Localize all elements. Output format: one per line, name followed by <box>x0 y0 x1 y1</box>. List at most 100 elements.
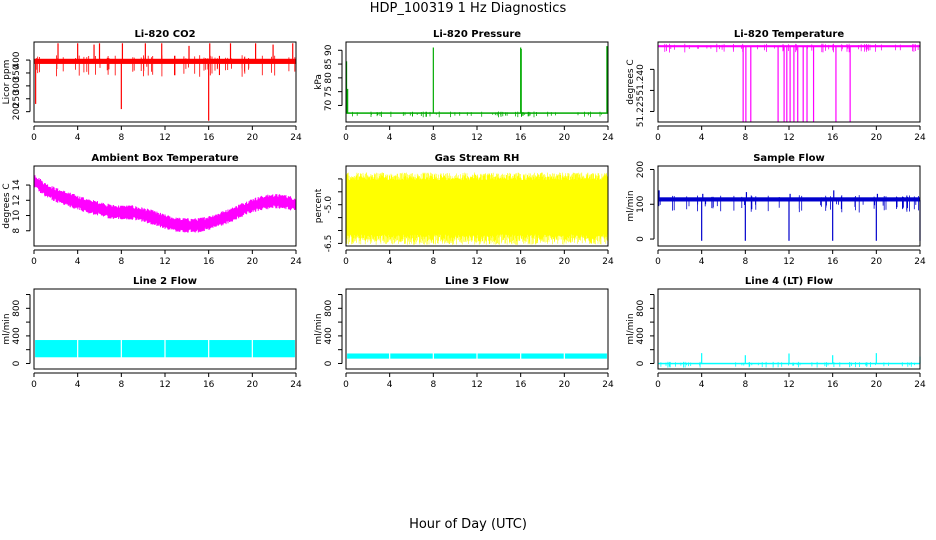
x-tick-label: 20 <box>559 380 571 390</box>
x-tick-label: 4 <box>387 133 393 143</box>
x-tick-label: 24 <box>602 380 614 390</box>
x-axis: 0 4 8 12 16 20 24 <box>343 249 614 267</box>
x-tick-label: 20 <box>559 133 571 143</box>
x-tick-label: 16 <box>515 133 527 143</box>
chart-title: Li-820 Temperature <box>734 29 844 40</box>
data-baseline <box>658 45 920 48</box>
y-tick-label: -5.0 <box>324 196 334 214</box>
x-tick-label: 16 <box>203 380 215 390</box>
x-axis: 0 4 8 12 16 20 24 <box>343 125 614 143</box>
x-tick-label: 0 <box>31 257 37 267</box>
x-tick-label: 16 <box>515 380 527 390</box>
x-tick-label: 20 <box>247 133 259 143</box>
chart-data-series <box>658 353 921 368</box>
y-tick-label: 0 <box>636 360 646 366</box>
x-axis: 0 4 8 12 16 20 24 <box>343 372 614 390</box>
y-tick-label: 200 <box>12 103 22 120</box>
y-tick-label: 400 <box>12 51 22 68</box>
chart-data-series <box>658 43 920 122</box>
y-tick-label: 70 <box>324 99 334 111</box>
y-axis-label: Licor ppm <box>2 60 12 105</box>
chart-data-series <box>34 43 296 121</box>
chart-data-series <box>345 46 608 118</box>
y-tick-label: 350 <box>12 64 22 81</box>
chart-title: Gas Stream RH <box>435 153 520 164</box>
x-tick-label: 4 <box>75 133 81 143</box>
y-tick-label: 0 <box>636 236 646 242</box>
data-noise <box>352 111 602 118</box>
x-tick-label: 4 <box>699 380 705 390</box>
x-tick-label: 12 <box>159 380 170 390</box>
y-tick-label: 90 <box>324 44 334 56</box>
y-tick-label: 300 <box>12 77 22 94</box>
data-noise <box>658 195 921 213</box>
y-tick-label: 800 <box>324 299 334 316</box>
x-tick-label: 12 <box>471 380 482 390</box>
x-tick-label: 0 <box>31 133 37 143</box>
y-tick-label: 400 <box>12 327 22 344</box>
chart-data-series <box>658 190 921 241</box>
plot-frame <box>345 288 609 370</box>
chart-data-series <box>33 174 297 233</box>
data-noise <box>345 172 609 245</box>
chart-panel-1: Li-820 CO2 0 4 8 12 16 20 24 200250300350400Lico… <box>2 29 302 143</box>
y-tick-label: -6.5 <box>324 235 334 253</box>
x-tick-label: 24 <box>914 133 926 143</box>
x-tick-label: 8 <box>430 133 436 143</box>
x-tick-label: 12 <box>783 257 794 267</box>
x-tick-label: 4 <box>75 257 81 267</box>
y-tick-label: 14 <box>12 179 22 191</box>
x-tick-label: 12 <box>159 133 170 143</box>
x-tick-label: 12 <box>783 380 794 390</box>
x-tick-label: 8 <box>118 380 124 390</box>
x-tick-label: 20 <box>559 257 571 267</box>
x-tick-label: 8 <box>118 257 124 267</box>
x-tick-label: 20 <box>871 380 883 390</box>
x-tick-label: 8 <box>742 257 748 267</box>
chart-title: Ambient Box Temperature <box>91 153 238 164</box>
y-tick-label: 100 <box>636 195 646 212</box>
x-tick-label: 24 <box>290 380 302 390</box>
x-tick-label: 8 <box>430 257 436 267</box>
x-tick-label: 4 <box>699 257 705 267</box>
x-tick-label: 4 <box>387 257 393 267</box>
chart-title: Line 3 Flow <box>445 276 509 287</box>
x-axis: 0 4 8 12 16 20 24 <box>655 372 926 390</box>
chart-panel-4: Ambient Box Temperature 0 4 8 12 16 20 24 8 10 12 1… <box>2 153 302 267</box>
plot-frame <box>657 288 921 370</box>
chart-data-series <box>345 172 609 245</box>
x-axis: 0 4 8 12 16 20 24 <box>31 249 302 267</box>
y-axis-label: ml/min <box>626 313 636 344</box>
data-noise <box>660 361 915 368</box>
x-tick-label: 4 <box>699 133 705 143</box>
chart-panel-6: Sample Flow 0 4 8 12 16 20 24 0 100 200 ml/min <box>626 153 926 267</box>
y-tick-label: 10 <box>12 210 22 222</box>
x-tick-label: 16 <box>203 133 215 143</box>
x-tick-label: 8 <box>742 133 748 143</box>
y-axis-label: kPa <box>314 74 324 90</box>
data-trend-band <box>33 174 297 233</box>
x-tick-label: 12 <box>159 257 170 267</box>
y-tick-label: 8 <box>12 228 22 234</box>
plot-frame <box>33 165 297 247</box>
y-tick-label: 80 <box>324 72 334 84</box>
x-tick-label: 0 <box>31 380 37 390</box>
y-tick-label: 75 <box>324 86 334 97</box>
x-tick-label: 12 <box>471 133 482 143</box>
y-tick-label: 85 <box>324 58 334 69</box>
y-tick-label: 800 <box>12 299 22 316</box>
x-tick-label: 0 <box>343 380 349 390</box>
y-axis: 70 75 80 85 90 kPa <box>314 44 343 111</box>
y-tick-label: 400 <box>324 327 334 344</box>
figure-x-axis-label: Hour of Day (UTC) <box>409 517 527 532</box>
x-tick-label: 20 <box>247 257 259 267</box>
